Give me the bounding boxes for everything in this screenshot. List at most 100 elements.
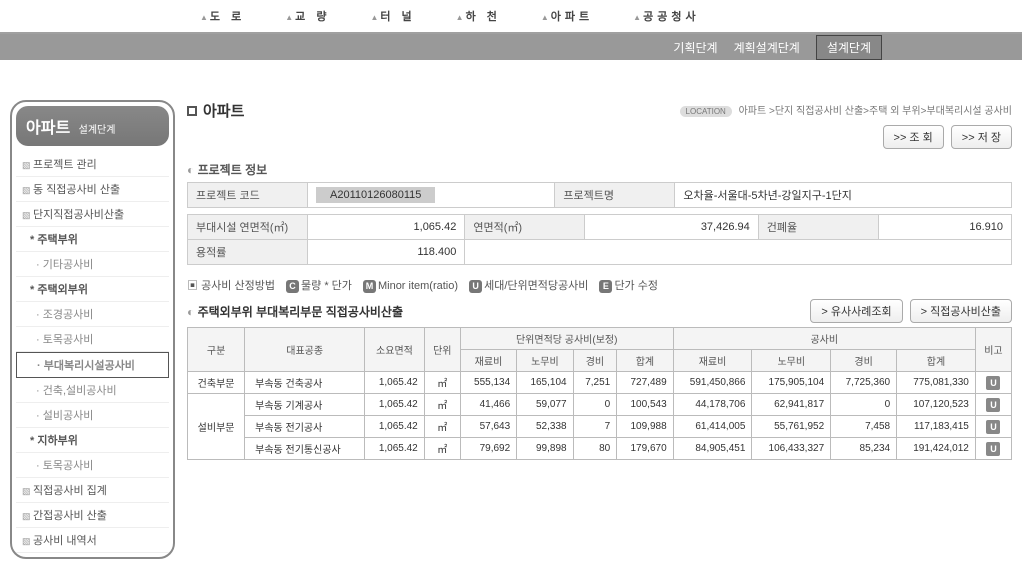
- sidebar-item[interactable]: 조경공사비: [16, 302, 169, 327]
- tab-label-2[interactable]: Minor item(ratio): [378, 280, 458, 292]
- cell-um: 57,643: [460, 416, 516, 438]
- sidebar-item[interactable]: 부대복리시설공사비: [16, 352, 169, 378]
- cell-bigo: U: [975, 394, 1011, 416]
- sidebar-header: 아파트 설계단계: [16, 106, 169, 146]
- cell-rep: 부속동 전기공사: [245, 416, 365, 438]
- th-m: 재료비: [673, 350, 752, 372]
- sub-buttons: > 유사사례조회 > 직접공사비산출: [806, 299, 1012, 323]
- sidebar-item[interactable]: 토목공사비: [16, 327, 169, 352]
- topnav-item[interactable]: ▲아파트: [541, 8, 593, 24]
- cell-rep: 부속동 건축공사: [245, 372, 365, 394]
- sidebar-item[interactable]: 지하부위: [16, 428, 169, 453]
- th-gubun: 구분: [188, 328, 245, 372]
- cell-s: 107,120,523: [897, 394, 976, 416]
- cell-l: 62,941,817: [752, 394, 831, 416]
- subnav-item[interactable]: 설계단계: [816, 35, 882, 60]
- topnav-item[interactable]: ▲공공청사: [633, 8, 699, 24]
- sidebar-item[interactable]: 기타공사비: [16, 252, 169, 277]
- cell-s: 191,424,012: [897, 438, 976, 460]
- cell-rep: 부속동 기계공사: [245, 394, 365, 416]
- u-button[interactable]: U: [986, 376, 1000, 390]
- similar-case-button[interactable]: > 유사사례조회: [810, 299, 902, 323]
- sidebar-item[interactable]: 건축,설비공사비: [16, 378, 169, 403]
- topnav-item[interactable]: ▲터 널: [370, 8, 415, 24]
- u-icon[interactable]: U: [469, 280, 482, 293]
- side-menu: 프로젝트 관리동 직접공사비 산출단지직접공사비산출주택부위기타공사비주택외부위…: [16, 152, 169, 553]
- sidebar-item[interactable]: 토목공사비: [16, 453, 169, 478]
- sidebar-item[interactable]: 직접공사비 집계: [16, 478, 169, 503]
- table-row: 건축부문부속동 건축공사1,065.42㎡555,134165,1047,251…: [188, 372, 1012, 394]
- cell-area: 1,065.42: [365, 438, 425, 460]
- location-badge: LOCATION: [680, 106, 732, 117]
- sidebar-item[interactable]: 주택외부위: [16, 277, 169, 302]
- topnav-item[interactable]: ▲하 천: [456, 8, 501, 24]
- project-info-table: 프로젝트 코드 A20110126080115 프로젝트명 오차율-서울대-5차…: [187, 182, 1012, 208]
- label-sub-area: 부대시설 연면적(㎡): [188, 215, 308, 240]
- sidebar-item[interactable]: 단지직접공사비산출: [16, 202, 169, 227]
- main-content: 아파트 LOCATION 아파트 >단지 직접공사비 산출>주택 외 부위>부대…: [187, 100, 1012, 460]
- cell-s: 117,183,415: [897, 416, 976, 438]
- cell-s: 775,081,330: [897, 372, 976, 394]
- topnav-item[interactable]: ▲교 량: [285, 8, 330, 24]
- cell-um: 79,692: [460, 438, 516, 460]
- project-info-title: 프로젝트 정보: [187, 161, 1012, 178]
- sidebar-item[interactable]: 동 직접공사비 산출: [16, 177, 169, 202]
- e-icon[interactable]: E: [599, 280, 612, 293]
- cell-rep: 부속동 전기통신공사: [245, 438, 365, 460]
- sidebar-item[interactable]: 프로젝트 관리: [16, 152, 169, 177]
- u-button[interactable]: U: [986, 398, 1000, 412]
- subnav-item[interactable]: 계획설계단계: [734, 39, 800, 56]
- cell-area: 1,065.42: [365, 394, 425, 416]
- tab-label-3[interactable]: 세대/단위면적당공사비: [484, 280, 588, 292]
- sub-title: 주택외부위 부대복리부문 직접공사비산출: [187, 303, 403, 320]
- sub-nav: 기획단계 계획설계단계 설계단계: [0, 34, 1022, 60]
- sub-header: 주택외부위 부대복리부문 직접공사비산출 > 유사사례조회 > 직접공사비산출: [187, 299, 1012, 323]
- cell-m: 591,450,866: [673, 372, 752, 394]
- u-button[interactable]: U: [986, 420, 1000, 434]
- cell-gubun: 건축부문: [188, 372, 245, 394]
- topnav-item[interactable]: ▲도 로: [200, 8, 245, 24]
- tab-label-1[interactable]: 물량 * 단가: [301, 280, 352, 292]
- sidebar-title: 아파트: [26, 120, 70, 137]
- page-header: 아파트: [187, 100, 244, 121]
- cell-m: 44,178,706: [673, 394, 752, 416]
- subnav-item[interactable]: 기획단계: [673, 39, 717, 56]
- sidebar-item[interactable]: 간접공사비 산출: [16, 503, 169, 528]
- u-button[interactable]: U: [986, 442, 1000, 456]
- sidebar-item[interactable]: 공사비 내역서: [16, 528, 169, 553]
- label-total-area: 연면적(㎡): [465, 215, 585, 240]
- th-um: 재료비: [460, 350, 516, 372]
- cell-ul: 52,338: [517, 416, 573, 438]
- sidebar-item[interactable]: 주택부위: [16, 227, 169, 252]
- label-coverage: 건폐율: [758, 215, 878, 240]
- label-far: 용적률: [188, 240, 308, 265]
- cell-e: 7,725,360: [831, 372, 897, 394]
- cell-ue: 7,251: [573, 372, 617, 394]
- cell-unit: ㎡: [424, 438, 460, 460]
- page-title: 아파트: [203, 100, 244, 121]
- th-area: 소요면적: [365, 328, 425, 372]
- cell-bigo: U: [975, 438, 1011, 460]
- cell-l: 106,433,327: [752, 438, 831, 460]
- cell-area: 1,065.42: [365, 416, 425, 438]
- view-button[interactable]: >> 조 회: [883, 125, 944, 149]
- c-icon[interactable]: C: [286, 280, 299, 293]
- top-nav: ▲도 로 ▲교 량 ▲터 널 ▲하 천 ▲아파트 ▲공공청사: [0, 0, 1022, 34]
- m-icon[interactable]: M: [363, 280, 376, 293]
- cell-unit: ㎡: [424, 372, 460, 394]
- method-tabs: ▣ 공사비 산정방법 C물량 * 단가 MMinor item(ratio) U…: [187, 277, 1012, 293]
- th-ul: 노무비: [517, 350, 573, 372]
- save-button[interactable]: >> 저 장: [951, 125, 1012, 149]
- coverage: 16.910: [878, 215, 1011, 240]
- cell-ul: 165,104: [517, 372, 573, 394]
- direct-cost-button[interactable]: > 직접공사비산출: [910, 299, 1012, 323]
- sidebar-item[interactable]: 설비공사비: [16, 403, 169, 428]
- cell-e: 0: [831, 394, 897, 416]
- cell-l: 175,905,104: [752, 372, 831, 394]
- cell-unit: ㎡: [424, 394, 460, 416]
- cell-us: 727,489: [617, 372, 673, 394]
- cell-bigo: U: [975, 416, 1011, 438]
- tab-label-4[interactable]: 단가 수정: [614, 280, 658, 292]
- cell-m: 61,414,005: [673, 416, 752, 438]
- cell-e: 7,458: [831, 416, 897, 438]
